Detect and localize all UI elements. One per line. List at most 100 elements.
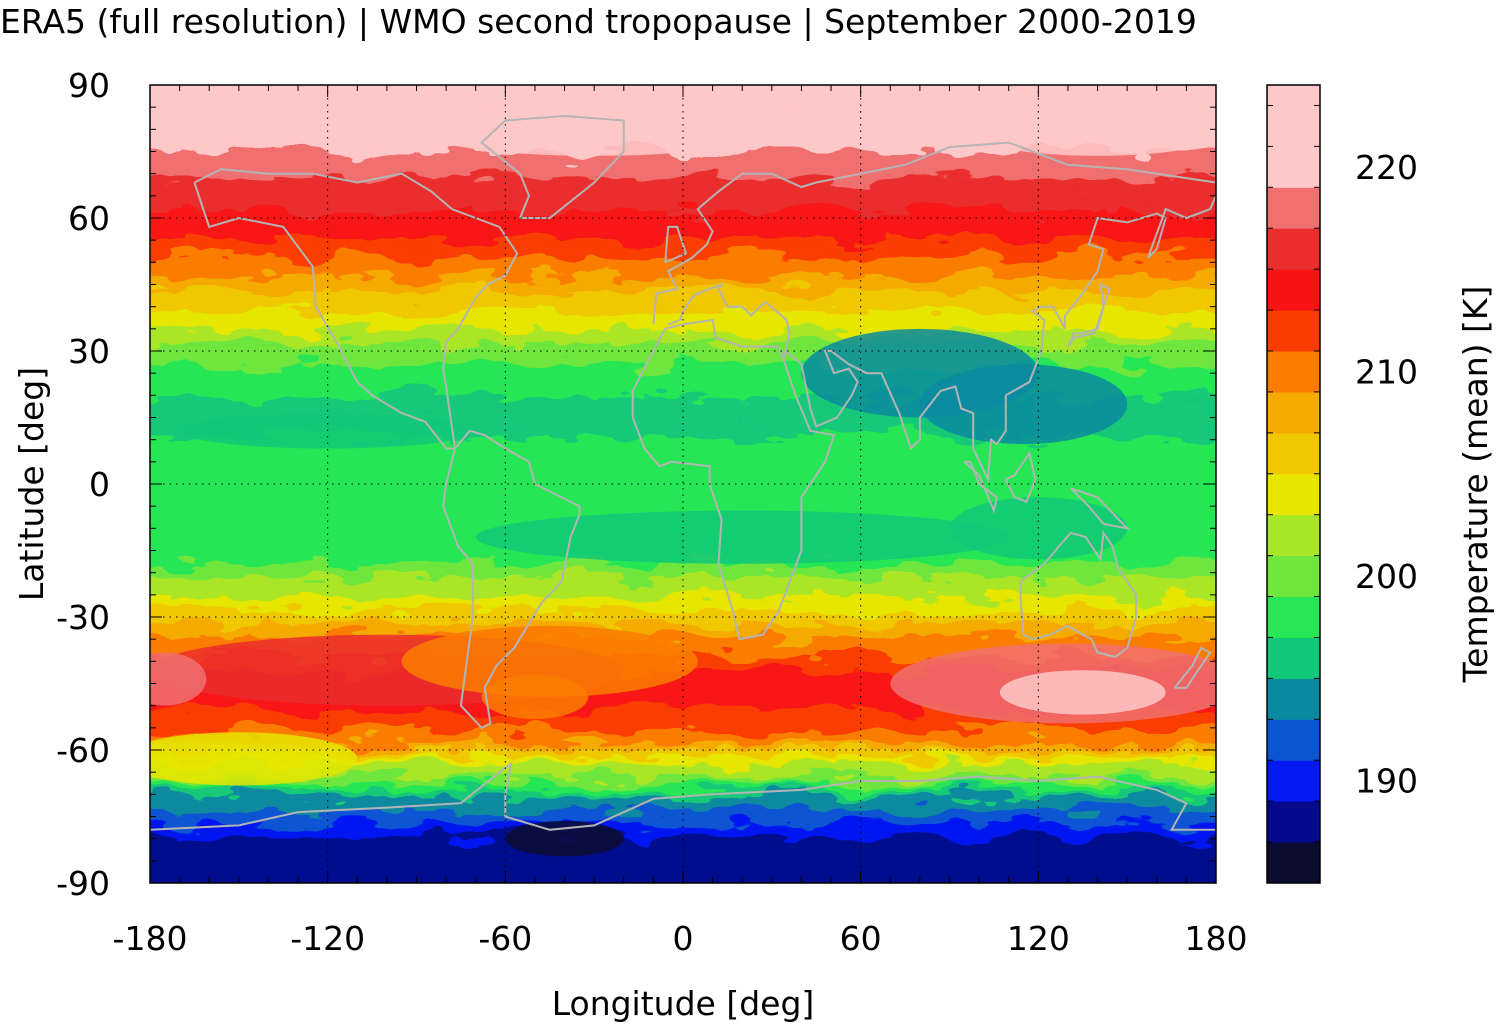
colorbar — [1267, 85, 1320, 884]
coastline — [1173, 646, 1212, 689]
temperature-band — [150, 630, 1216, 638]
temperature-band — [150, 743, 1216, 751]
temperature-band — [150, 676, 1216, 685]
temperature-band — [150, 636, 1216, 645]
temperature-band — [150, 164, 1216, 173]
temperature-band — [150, 763, 1216, 771]
temperature-band — [150, 736, 1216, 745]
coastline — [480, 114, 625, 219]
coastline — [1070, 487, 1131, 530]
temperature-band — [150, 284, 1216, 293]
coastline — [1019, 529, 1138, 658]
coastline — [963, 460, 999, 514]
colorbar-frame — [1266, 84, 1321, 884]
colorbar-segment — [1267, 555, 1320, 598]
temperature-band — [110, 72, 1256, 80]
temperature-band — [150, 424, 1216, 432]
coastline — [664, 225, 688, 264]
temperature-band — [150, 623, 1216, 632]
temperature-band — [150, 716, 1216, 725]
temperature-band — [150, 577, 1216, 585]
colorbar-segment — [1267, 801, 1320, 843]
temperature-anomaly-patch — [150, 652, 207, 706]
temperature-band — [150, 171, 1216, 180]
coastline — [652, 141, 1216, 325]
y-tick-label: 60 — [68, 199, 110, 238]
temperature-band — [150, 98, 1216, 106]
temperature-anomaly-patch — [401, 625, 698, 697]
plot-area — [110, 65, 1256, 911]
temperature-band — [150, 430, 1216, 439]
temperature-band — [150, 464, 1216, 472]
temperature-band — [150, 311, 1216, 319]
temperature-anomaly-patch — [416, 102, 772, 156]
temperature-band — [150, 331, 1216, 339]
temperature-band — [150, 597, 1216, 605]
colorbar-segment — [1267, 514, 1320, 557]
temperature-band — [150, 710, 1216, 718]
temperature-band — [150, 377, 1216, 386]
temperature-band — [150, 863, 1216, 871]
x-tick-label: -120 — [290, 919, 365, 958]
temperature-band — [150, 756, 1216, 765]
x-axis-label: Longitude [deg] — [552, 984, 815, 1023]
temperature-band — [150, 450, 1216, 459]
temperature-band — [150, 723, 1216, 732]
colorbar-segment — [1267, 85, 1320, 188]
colorbar-segment — [1267, 637, 1320, 679]
coastline — [631, 318, 836, 641]
temperature-band — [150, 444, 1216, 452]
temperature-band — [150, 304, 1216, 313]
temperature-band — [150, 417, 1216, 426]
coastline — [1004, 450, 1037, 503]
temperature-band — [150, 410, 1216, 419]
colorbar-segment — [1267, 719, 1320, 761]
coastline — [667, 282, 791, 361]
temperature-band — [150, 364, 1216, 372]
temperature-band — [150, 490, 1216, 499]
temperature-band — [150, 484, 1216, 492]
plot-frame — [149, 84, 1217, 884]
colorbar-segment — [1267, 351, 1320, 393]
coastline — [1066, 282, 1111, 348]
colorbar-segment — [1267, 269, 1320, 311]
colorbar-segment — [1267, 310, 1320, 352]
coastlines — [150, 114, 1216, 831]
x-tick-label: 0 — [673, 919, 694, 958]
x-tick-label: 180 — [1185, 919, 1248, 958]
colorbar-tick-label: 200 — [1355, 557, 1418, 596]
temperature-band — [150, 351, 1216, 359]
colorbar-segment — [1267, 678, 1320, 720]
temperature-band — [150, 776, 1216, 785]
colorbar-segment — [1267, 473, 1320, 516]
temperature-band — [150, 337, 1216, 346]
temperature-band — [150, 617, 1216, 625]
colorbar-segment — [1267, 596, 1320, 638]
colorbar-tick-labels: 190 200 210 220 — [1267, 104, 1418, 884]
temperature-band — [110, 883, 1256, 891]
temperature-band — [150, 690, 1216, 698]
temperature-band — [150, 570, 1216, 579]
temperature-anomaly-patch — [481, 674, 589, 719]
temperature-band — [150, 849, 1216, 858]
temperature-band — [150, 696, 1216, 705]
temperature-band — [110, 65, 1256, 73]
temperature-band — [150, 437, 1216, 446]
temperature-band — [110, 903, 1256, 911]
coastline — [785, 195, 1216, 484]
colorbar-tick-label: 210 — [1355, 352, 1418, 391]
colorbar-label: Temperature (mean) [K] — [1456, 286, 1495, 684]
temperature-band — [150, 151, 1216, 160]
colorbar-tick-label: 190 — [1355, 762, 1418, 801]
temperature-band — [150, 184, 1216, 193]
colorbar-segment — [1267, 760, 1320, 802]
temperature-band — [150, 856, 1216, 865]
temperature-band — [150, 344, 1216, 352]
colorbar-segment — [1267, 187, 1320, 229]
temperature-anomaly-patch — [150, 732, 358, 786]
x-tick-labels: -180 -120 -60 0 60 120 180 — [113, 919, 1248, 958]
temperature-band — [150, 178, 1216, 186]
temperature-band — [150, 703, 1216, 712]
temperature-band — [150, 357, 1216, 366]
